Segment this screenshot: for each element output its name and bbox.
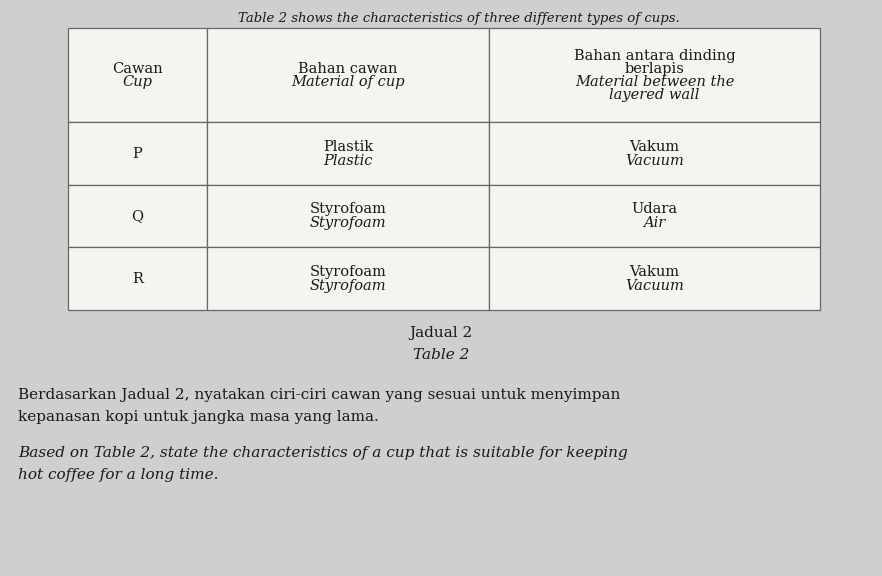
Bar	[207, 185, 490, 248]
Bar	[490, 123, 820, 185]
Text: Air: Air	[644, 216, 666, 230]
Text: Table 2: Table 2	[413, 348, 469, 362]
Text: Cup: Cup	[123, 75, 153, 89]
Text: Vakum: Vakum	[630, 265, 680, 279]
Text: Vakum: Vakum	[630, 140, 680, 154]
Text: Vacuum: Vacuum	[625, 154, 684, 168]
Text: kepanasan kopi untuk jangka masa yang lama.: kepanasan kopi untuk jangka masa yang la…	[18, 410, 378, 424]
Text: Styrofoam: Styrofoam	[310, 279, 386, 293]
Bar	[68, 28, 207, 123]
Text: Udara: Udara	[632, 202, 677, 216]
Text: Q: Q	[131, 209, 144, 223]
Text: Styrofoam: Styrofoam	[310, 265, 386, 279]
Text: Plastik: Plastik	[323, 140, 373, 154]
Bar	[207, 123, 490, 185]
Bar	[68, 248, 207, 310]
Text: Styrofoam: Styrofoam	[310, 216, 386, 230]
Text: P: P	[132, 147, 142, 161]
Text: Cawan: Cawan	[112, 62, 163, 75]
Text: hot coffee for a long time.: hot coffee for a long time.	[18, 468, 219, 482]
Text: R: R	[132, 272, 143, 286]
Text: Table 2 shows the characteristics of three different types of cups.: Table 2 shows the characteristics of thr…	[238, 12, 679, 25]
Text: Berdasarkan Jadual 2, nyatakan ciri-ciri cawan yang sesuai untuk menyimpan: Berdasarkan Jadual 2, nyatakan ciri-ciri…	[18, 388, 620, 402]
Bar	[490, 185, 820, 248]
Text: layered wall: layered wall	[609, 88, 699, 102]
Text: Based on Table 2, state the characteristics of a cup that is suitable for keepin: Based on Table 2, state the characterist…	[18, 446, 628, 460]
Text: Bahan antara dinding: Bahan antara dinding	[574, 49, 736, 63]
Text: Material of cup: Material of cup	[291, 75, 405, 89]
Text: Styrofoam: Styrofoam	[310, 202, 386, 216]
Bar	[207, 28, 490, 123]
Bar	[207, 248, 490, 310]
Bar	[490, 28, 820, 123]
Text: Jadual 2: Jadual 2	[409, 326, 473, 340]
Text: berlapis: berlapis	[624, 62, 684, 75]
Bar	[68, 123, 207, 185]
Bar	[490, 248, 820, 310]
Bar	[68, 185, 207, 248]
Text: Bahan cawan: Bahan cawan	[298, 62, 398, 75]
Text: Material between the: Material between the	[575, 75, 734, 89]
Text: Vacuum: Vacuum	[625, 279, 684, 293]
Text: Plastic: Plastic	[324, 154, 373, 168]
